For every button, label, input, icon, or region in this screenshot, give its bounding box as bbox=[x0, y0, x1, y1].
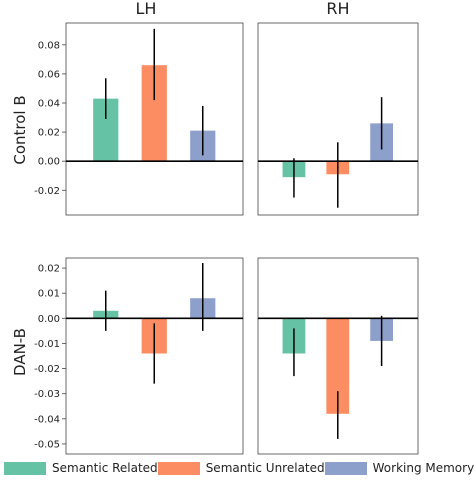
legend-item-semantic-unrelated: Semantic Unrelated bbox=[157, 461, 325, 475]
y-tick-label-dan-b-lh-2: -0.03 bbox=[34, 389, 60, 400]
y-tick-label-dan-b-lh-7: 0.02 bbox=[38, 264, 60, 275]
legend-label-semantic-related: Semantic Related bbox=[52, 461, 158, 475]
figure-canvas: LH RH Control B DAN-B -0.02 0.00 0.02 0.04 0… bbox=[11, 0, 419, 455]
panel-frame-dan-b-lh bbox=[65, 257, 244, 455]
panels-group: -0.02 0.00 0.02 0.04 0.06 0.08 -0.05 -0.04 -0.03… bbox=[34, 22, 419, 455]
y-tick-label-control-b-lh-3: 0.04 bbox=[38, 99, 60, 110]
legend-swatch-semantic-related bbox=[4, 461, 46, 475]
column-title-lh: LH bbox=[136, 0, 157, 18]
panel-frame-dan-b-rh bbox=[257, 257, 419, 455]
y-tick-label-dan-b-lh-4: -0.01 bbox=[34, 339, 60, 350]
panel-frame-control-b-lh bbox=[65, 22, 244, 216]
y-tick-label-control-b-lh-1: 0.00 bbox=[38, 157, 60, 168]
legend-swatch-working-memory bbox=[324, 461, 367, 475]
y-tick-label-dan-b-lh-3: -0.02 bbox=[34, 364, 60, 375]
row-title-dan-b: DAN-B bbox=[11, 328, 29, 376]
y-tick-label-dan-b-lh-1: -0.04 bbox=[34, 414, 60, 425]
row-title-control-b: Control B bbox=[11, 95, 29, 164]
legend-item-semantic-related: Semantic Related bbox=[4, 461, 158, 475]
legend-swatch-semantic-unrelated bbox=[157, 461, 200, 475]
y-tick-label-control-b-lh-0: -0.02 bbox=[34, 186, 60, 197]
legend: Semantic Related Semantic Unrelated Work… bbox=[0, 456, 474, 480]
column-title-rh: RH bbox=[326, 0, 349, 18]
y-tick-label-control-b-lh-2: 0.02 bbox=[38, 128, 60, 139]
legend-item-working-memory: Working Memory bbox=[324, 461, 474, 475]
y-tick-label-dan-b-lh-0: -0.05 bbox=[34, 439, 60, 450]
y-tick-label-control-b-lh-5: 0.08 bbox=[38, 40, 60, 51]
legend-label-working-memory: Working Memory bbox=[372, 461, 474, 475]
y-tick-label-dan-b-lh-6: 0.01 bbox=[38, 289, 60, 300]
panel-frame-control-b-rh bbox=[257, 22, 419, 216]
y-tick-label-control-b-lh-4: 0.06 bbox=[38, 69, 60, 80]
y-tick-label-dan-b-lh-5: 0.00 bbox=[38, 314, 60, 325]
legend-label-semantic-unrelated: Semantic Unrelated bbox=[205, 461, 325, 475]
bar-dan-b-rh-semantic-unrelated bbox=[326, 318, 350, 414]
